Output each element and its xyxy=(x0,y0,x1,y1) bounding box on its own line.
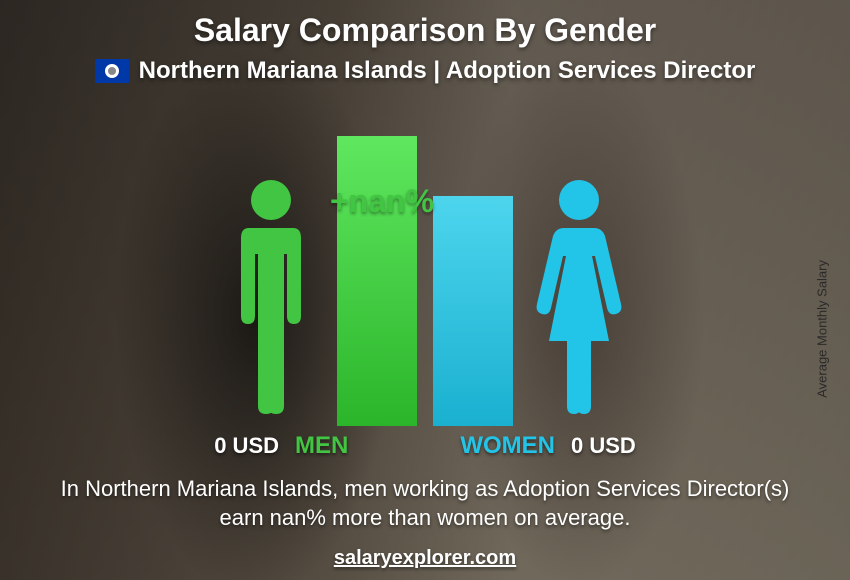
main-title: Salary Comparison By Gender xyxy=(194,12,656,49)
woman-icon xyxy=(529,166,629,426)
site-link[interactable]: salaryexplorer.com xyxy=(334,547,516,570)
men-figure-col xyxy=(221,166,321,426)
women-figure-col xyxy=(529,166,629,426)
subtitle-row: Northern Mariana Islands | Adoption Serv… xyxy=(95,57,756,85)
chart-area: +nan% Average Monthly Salary xyxy=(20,95,830,426)
subtitle-separator: | xyxy=(433,57,440,84)
men-label: MEN xyxy=(295,432,348,460)
men-salary: 0 USD xyxy=(214,433,279,459)
percent-difference-label: +nan% xyxy=(330,183,434,220)
women-label: WOMEN xyxy=(460,432,555,460)
women-bar xyxy=(433,196,513,426)
y-axis-label: Average Monthly Salary xyxy=(815,260,830,398)
subtitle-job: Adoption Services Director xyxy=(446,57,755,84)
men-bar xyxy=(337,136,417,426)
label-row: 0 USD MEN WOMEN 0 USD xyxy=(214,432,636,460)
infographic-container: Salary Comparison By Gender Northern Mar… xyxy=(0,0,850,580)
man-icon xyxy=(221,166,321,426)
flag-icon xyxy=(95,59,129,83)
subtitle-location: Northern Mariana Islands xyxy=(139,57,427,84)
women-bar-col xyxy=(433,196,513,426)
women-salary: 0 USD xyxy=(571,433,636,459)
description-text: In Northern Mariana Islands, men working… xyxy=(45,474,805,533)
men-bar-col xyxy=(337,136,417,426)
subtitle: Northern Mariana Islands | Adoption Serv… xyxy=(139,57,756,85)
